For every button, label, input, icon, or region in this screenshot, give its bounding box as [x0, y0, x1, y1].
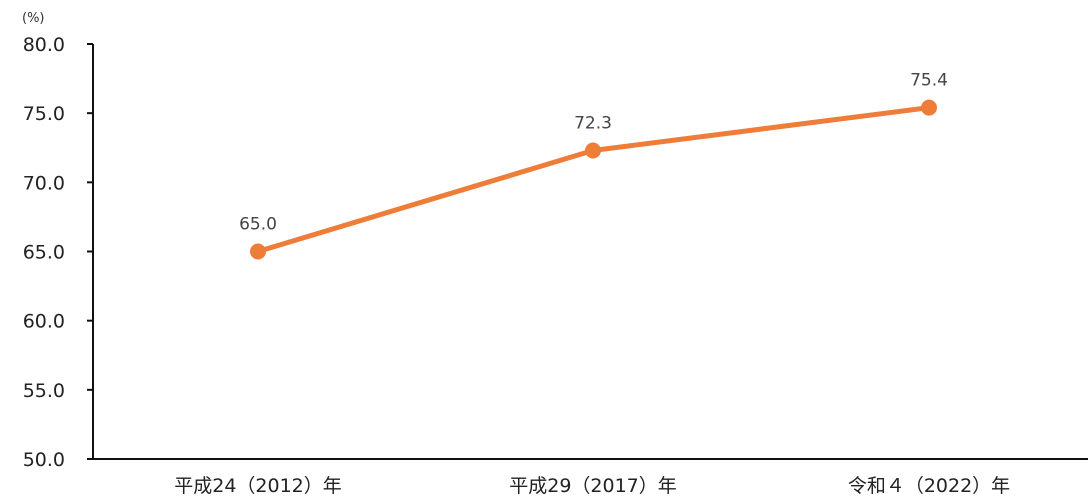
x-category-label: 令和４（2022）年: [848, 475, 1010, 497]
series-group: 65.0 72.3 75.4: [239, 71, 948, 260]
y-tick-label: 70.0: [23, 172, 65, 194]
x-category-label: 平成24（2012）年: [174, 475, 342, 497]
y-tick-label: 75.0: [23, 103, 65, 125]
data-label: 72.3: [574, 114, 612, 134]
y-axis-ticks: 50.0 55.0 60.0 65.0 70.0 75.0 80.0: [23, 34, 93, 471]
data-point: [921, 99, 937, 116]
data-label: 65.0: [239, 215, 277, 235]
x-axis-labels: 平成24（2012）年 平成29（2017）年 令和４（2022）年: [174, 475, 1010, 497]
y-tick-label: 80.0: [23, 34, 65, 56]
data-point: [585, 142, 601, 159]
y-axis-unit-label: (%): [22, 11, 45, 26]
y-tick-label: 60.0: [23, 311, 65, 333]
data-point: [250, 243, 266, 260]
y-tick-label: 55.0: [23, 380, 65, 402]
y-tick-label: 65.0: [23, 242, 65, 264]
x-category-label: 平成29（2017）年: [509, 475, 677, 497]
data-label: 75.4: [910, 71, 948, 91]
y-tick-label: 50.0: [23, 449, 65, 471]
